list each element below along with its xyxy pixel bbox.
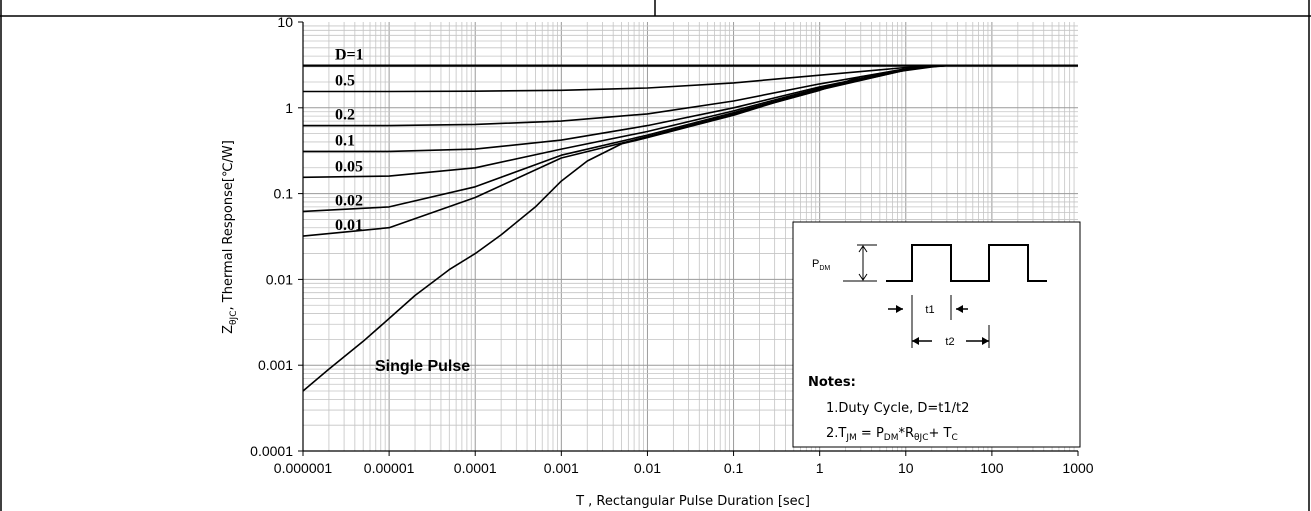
t1-label: t1 [925, 304, 934, 316]
x-tick-label: 0.001 [544, 460, 579, 476]
y-tick-label: 1 [285, 100, 293, 116]
note-duty-cycle: 1.Duty Cycle, D=t1/t2 [826, 401, 969, 416]
pdm-label: PDM [812, 258, 830, 272]
note-tjm-c: = P [857, 426, 884, 441]
t2-label: t2 [945, 336, 954, 348]
pulse-waveform [886, 244, 1047, 282]
x-tick-label: 1000 [1062, 460, 1093, 476]
curve-label-3: 0.2 [335, 107, 355, 124]
axes [302, 22, 1078, 452]
x-tick-label: 0.01 [634, 460, 661, 476]
x-tick-label: 0.00001 [364, 460, 415, 476]
curve-label-4: 0.1 [335, 132, 355, 149]
tick-labels: 0.000001 0.00001 0.0001 0.001 0.01 0.1 1 10 100 1… [250, 14, 1094, 476]
series-line-6 [302, 64, 1078, 213]
t2-arrow-left-head [912, 337, 919, 345]
note-tjm-d: DM [884, 433, 899, 443]
note-tjm-b: JM [845, 433, 856, 443]
note-tjm-e: *R [898, 426, 914, 441]
y-axis-title: ZθJC, Thermal Response[℃/W] [221, 140, 239, 334]
pdm-arrow-up [858, 245, 868, 253]
series-line-8 [302, 64, 1078, 392]
note-tjm-f: θJC [914, 433, 928, 443]
x-tick-label: 0.0001 [454, 460, 497, 476]
note-tjm-g: + T [928, 426, 951, 441]
y-axis-title-sub: θJC [229, 311, 239, 325]
y-tick-label: 10 [277, 14, 293, 30]
curve-labels: D=1 0.5 0.2 0.1 0.05 0.02 0.01 Single Pulse [335, 47, 470, 375]
y-tick-label: 0.01 [266, 271, 293, 287]
pdm-label-sub: DM [819, 265, 830, 272]
note-tjm-h: C [951, 433, 957, 443]
x-tick-label: 100 [980, 460, 1004, 476]
note-tjm-a: 2.T [826, 426, 846, 441]
note-tjm: 2.TJM = PDM*RθJC+ TC [826, 426, 958, 443]
y-tick-label: 0.001 [258, 357, 293, 373]
curve-label-2: 0.5 [335, 72, 355, 89]
y-tick-label: 0.1 [274, 186, 294, 202]
curve-label-6: 0.02 [335, 192, 363, 209]
t1-arrow-right-head [956, 305, 963, 313]
inset-box: PDM t1 t2 Notes: 1.Duty Cycle, D=t1/t2 [792, 221, 1081, 448]
single-pulse-label: Single Pulse [375, 358, 470, 375]
y-axis-title-rest: , Thermal Response[℃/W] [221, 140, 236, 310]
y-tick-label: 0.0001 [250, 443, 293, 459]
t2-arrow-right-head [982, 337, 989, 345]
x-tick-label: 0.000001 [274, 460, 333, 476]
y-axis-title-main: Z [221, 325, 236, 334]
series-lines [302, 64, 1078, 392]
pdm-label-main: P [812, 258, 819, 270]
curve-label-7: 0.01 [335, 217, 363, 234]
curve-label-5: 0.05 [335, 158, 363, 175]
series-line-4 [303, 64, 1078, 153]
x-axis-title: T , Rectangular Pulse Duration [sec] [575, 494, 810, 509]
series-line-2 [303, 64, 1078, 93]
curve-label-1: D=1 [335, 47, 364, 64]
notes-title: Notes: [808, 375, 856, 390]
pdm-arrow-down [858, 273, 868, 281]
x-tick-label: 10 [898, 460, 914, 476]
x-tick-label: 1 [816, 460, 824, 476]
t1-arrow-left-head [896, 305, 903, 313]
x-tick-label: 0.1 [724, 460, 744, 476]
inset-background [792, 221, 1081, 448]
